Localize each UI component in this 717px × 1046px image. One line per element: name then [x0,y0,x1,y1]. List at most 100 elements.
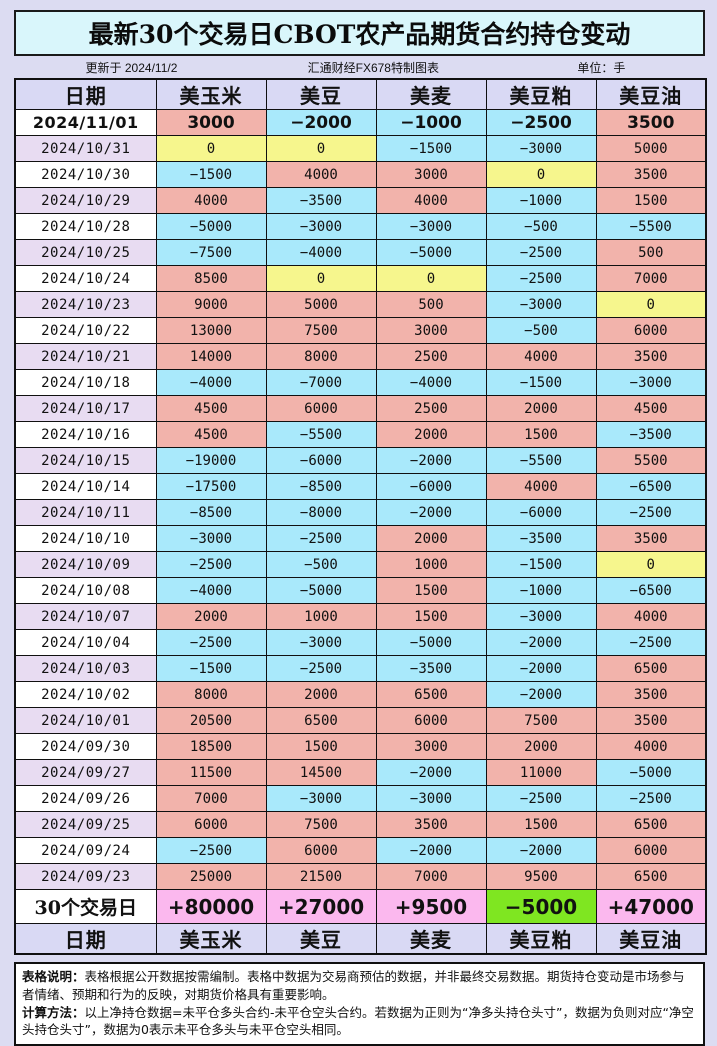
cell-20-1: −3000 [265,629,377,656]
column-header-0: 日期 [14,923,157,955]
cell-29-2: 7000 [375,863,487,890]
cell-26-3: −2500 [485,785,597,812]
cell-28-2: −2000 [375,837,487,864]
table-row: 2024/10/28 −5000 −3000 −3000 −500 −5500 [14,213,707,240]
cell-5-4: 500 [595,239,707,266]
cell-13-2: −2000 [375,447,487,474]
cell-10-4: −3000 [595,369,707,396]
table-page: 最新30个交易日CBOT农产品期货合约持仓变动 更新于 2024/11/2 汇通… [14,10,707,1046]
cell-21-4: 6500 [595,655,707,682]
cell-23-1: 6500 [265,707,377,734]
table-row: 2024/09/26 7000 −3000 −3000 −2500 −2500 [14,785,707,812]
cell-6-3: −2500 [485,265,597,292]
cell-28-4: 6000 [595,837,707,864]
cell-24-0: 18500 [155,733,267,760]
cell-20-0: −2500 [155,629,267,656]
row-date: 2024/10/03 [14,655,157,682]
cell-12-4: −3500 [595,421,707,448]
cell-12-2: 2000 [375,421,487,448]
cell-9-2: 2500 [375,343,487,370]
table-row: 2024/10/11 −8500 −8000 −2000 −6000 −2500 [14,499,707,526]
cell-17-4: 0 [595,551,707,578]
column-header-4: 美豆粕 [485,78,597,110]
note-text-method: 以上净持仓数据=未平仓多头合约-未平仓空头合约。若数据为正则为“净多头持仓头寸”… [22,1004,694,1038]
cell-25-0: 11500 [155,759,267,786]
subtitle-bar: 更新于 2024/11/2 汇通财经FX678特制图表 单位：手 [14,56,705,78]
cell-1-1: 0 [265,135,377,162]
table-row: 2024/09/23 25000 21500 7000 9500 6500 [14,863,707,890]
column-header-2: 美豆 [265,923,377,955]
cell-3-0: 4000 [155,187,267,214]
summary-cell-2: +9500 [375,889,487,924]
cell-6-4: 7000 [595,265,707,292]
unit-label: 单位：手 [577,60,626,75]
cell-2-2: 3000 [375,161,487,188]
cell-0-1: −2000 [265,109,377,136]
cell-7-2: 500 [375,291,487,318]
row-date: 2024/09/27 [14,759,157,786]
cell-23-2: 6000 [375,707,487,734]
table-row: 2024/10/18 −4000 −7000 −4000 −1500 −3000 [14,369,707,396]
table-row: 2024/10/02 8000 2000 6500 −2000 3500 [14,681,707,708]
positions-table: 日期 美玉米 美豆 美麦 美豆粕 美豆油 2024/11/01 3000 −2000 −1000−… [14,78,707,955]
cell-10-2: −4000 [375,369,487,396]
table-row: 2024/09/25 6000 7500 3500 1500 6500 [14,811,707,838]
cell-20-2: −5000 [375,629,487,656]
updated-date: 更新于 2024/11/2 [85,60,178,75]
column-header-0: 日期 [14,78,157,110]
cell-18-3: −1000 [485,577,597,604]
table-row: 2024/10/25 −7500 −4000 −5000 −2500 500 [14,239,707,266]
cell-21-2: −3500 [375,655,487,682]
cell-4-2: −3000 [375,213,487,240]
cell-16-3: −3500 [485,525,597,552]
cell-16-1: −2500 [265,525,377,552]
cell-12-1: −5500 [265,421,377,448]
table-note: 表格说明：表格根据公开数据按需编制。表格中数据为交易商预估的数据，并非最终交易数… [14,962,705,1046]
cell-3-4: 1500 [595,187,707,214]
note-label-method: 计算方法： [22,1004,85,1020]
cell-8-4: 6000 [595,317,707,344]
cell-5-0: −7500 [155,239,267,266]
table-row: 2024/10/15 −19000 −6000 −2000 −5500 5500 [14,447,707,474]
summary-cell-3: −5000 [485,889,597,924]
table-row: 2024/10/01 20500 6500 6000 7500 3500 [14,707,707,734]
cell-15-4: −2500 [595,499,707,526]
cell-19-4: 4000 [595,603,707,630]
row-date: 2024/10/07 [14,603,157,630]
column-header-3: 美麦 [375,923,487,955]
cell-22-0: 8000 [155,681,267,708]
cell-13-1: −6000 [265,447,377,474]
cell-15-0: −8500 [155,499,267,526]
cell-7-3: −3000 [485,291,597,318]
cell-12-3: 1500 [485,421,597,448]
cell-10-3: −1500 [485,369,597,396]
cell-18-2: 1500 [375,577,487,604]
cell-14-3: 4000 [485,473,597,500]
row-date: 2024/10/04 [14,629,157,656]
row-date: 2024/10/23 [14,291,157,318]
cell-27-2: 3500 [375,811,487,838]
cell-7-0: 9000 [155,291,267,318]
cell-26-1: −3000 [265,785,377,812]
table-row: 2024/09/27 11500 14500 −2000 11000 −5000 [14,759,707,786]
summary-cell-1: +27000 [265,889,377,924]
cell-11-1: 6000 [265,395,377,422]
cell-0-2: −1000 [375,109,487,136]
cell-18-0: −4000 [155,577,267,604]
row-date: 2024/10/09 [14,551,157,578]
cell-27-3: 1500 [485,811,597,838]
cell-5-1: −4000 [265,239,377,266]
cell-27-4: 6500 [595,811,707,838]
page-title: 最新30个交易日CBOT农产品期货合约持仓变动 [88,20,631,49]
cell-28-0: −2500 [155,837,267,864]
cell-13-3: −5500 [485,447,597,474]
summary-label: 30个交易日 [14,889,157,924]
cell-1-2: −1500 [375,135,487,162]
cell-24-4: 4000 [595,733,707,760]
row-date: 2024/10/31 [14,135,157,162]
cell-26-2: −3000 [375,785,487,812]
cell-17-0: −2500 [155,551,267,578]
cell-14-0: −17500 [155,473,267,500]
table-row: 2024/10/22 13000 7500 3000 −500 6000 [14,317,707,344]
cell-11-3: 2000 [485,395,597,422]
